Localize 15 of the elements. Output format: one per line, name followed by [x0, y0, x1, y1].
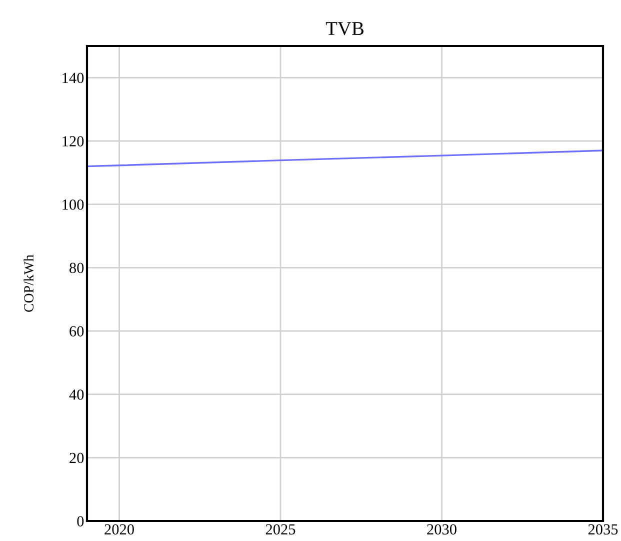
y-tick-label: 0 — [77, 516, 84, 526]
y-tick-label: 60 — [70, 326, 84, 336]
x-tick-label: 2035 — [588, 524, 618, 535]
chart-title: TVB — [326, 22, 364, 36]
y-tick-label: 20 — [70, 452, 84, 464]
y-tick-label: 80 — [70, 262, 84, 274]
y-tick-label: 140 — [62, 72, 84, 84]
x-tick-label: 2025 — [266, 524, 296, 535]
y-tick-label: 100 — [62, 199, 84, 210]
x-tick-label: 2030 — [427, 524, 456, 535]
x-tick-label: 2020 — [104, 524, 134, 535]
line-series — [87, 150, 603, 168]
y-tick-label: 120 — [62, 136, 84, 146]
y-axis-title: COP/kWh — [24, 254, 34, 312]
y-tick-label: 40 — [69, 389, 84, 400]
